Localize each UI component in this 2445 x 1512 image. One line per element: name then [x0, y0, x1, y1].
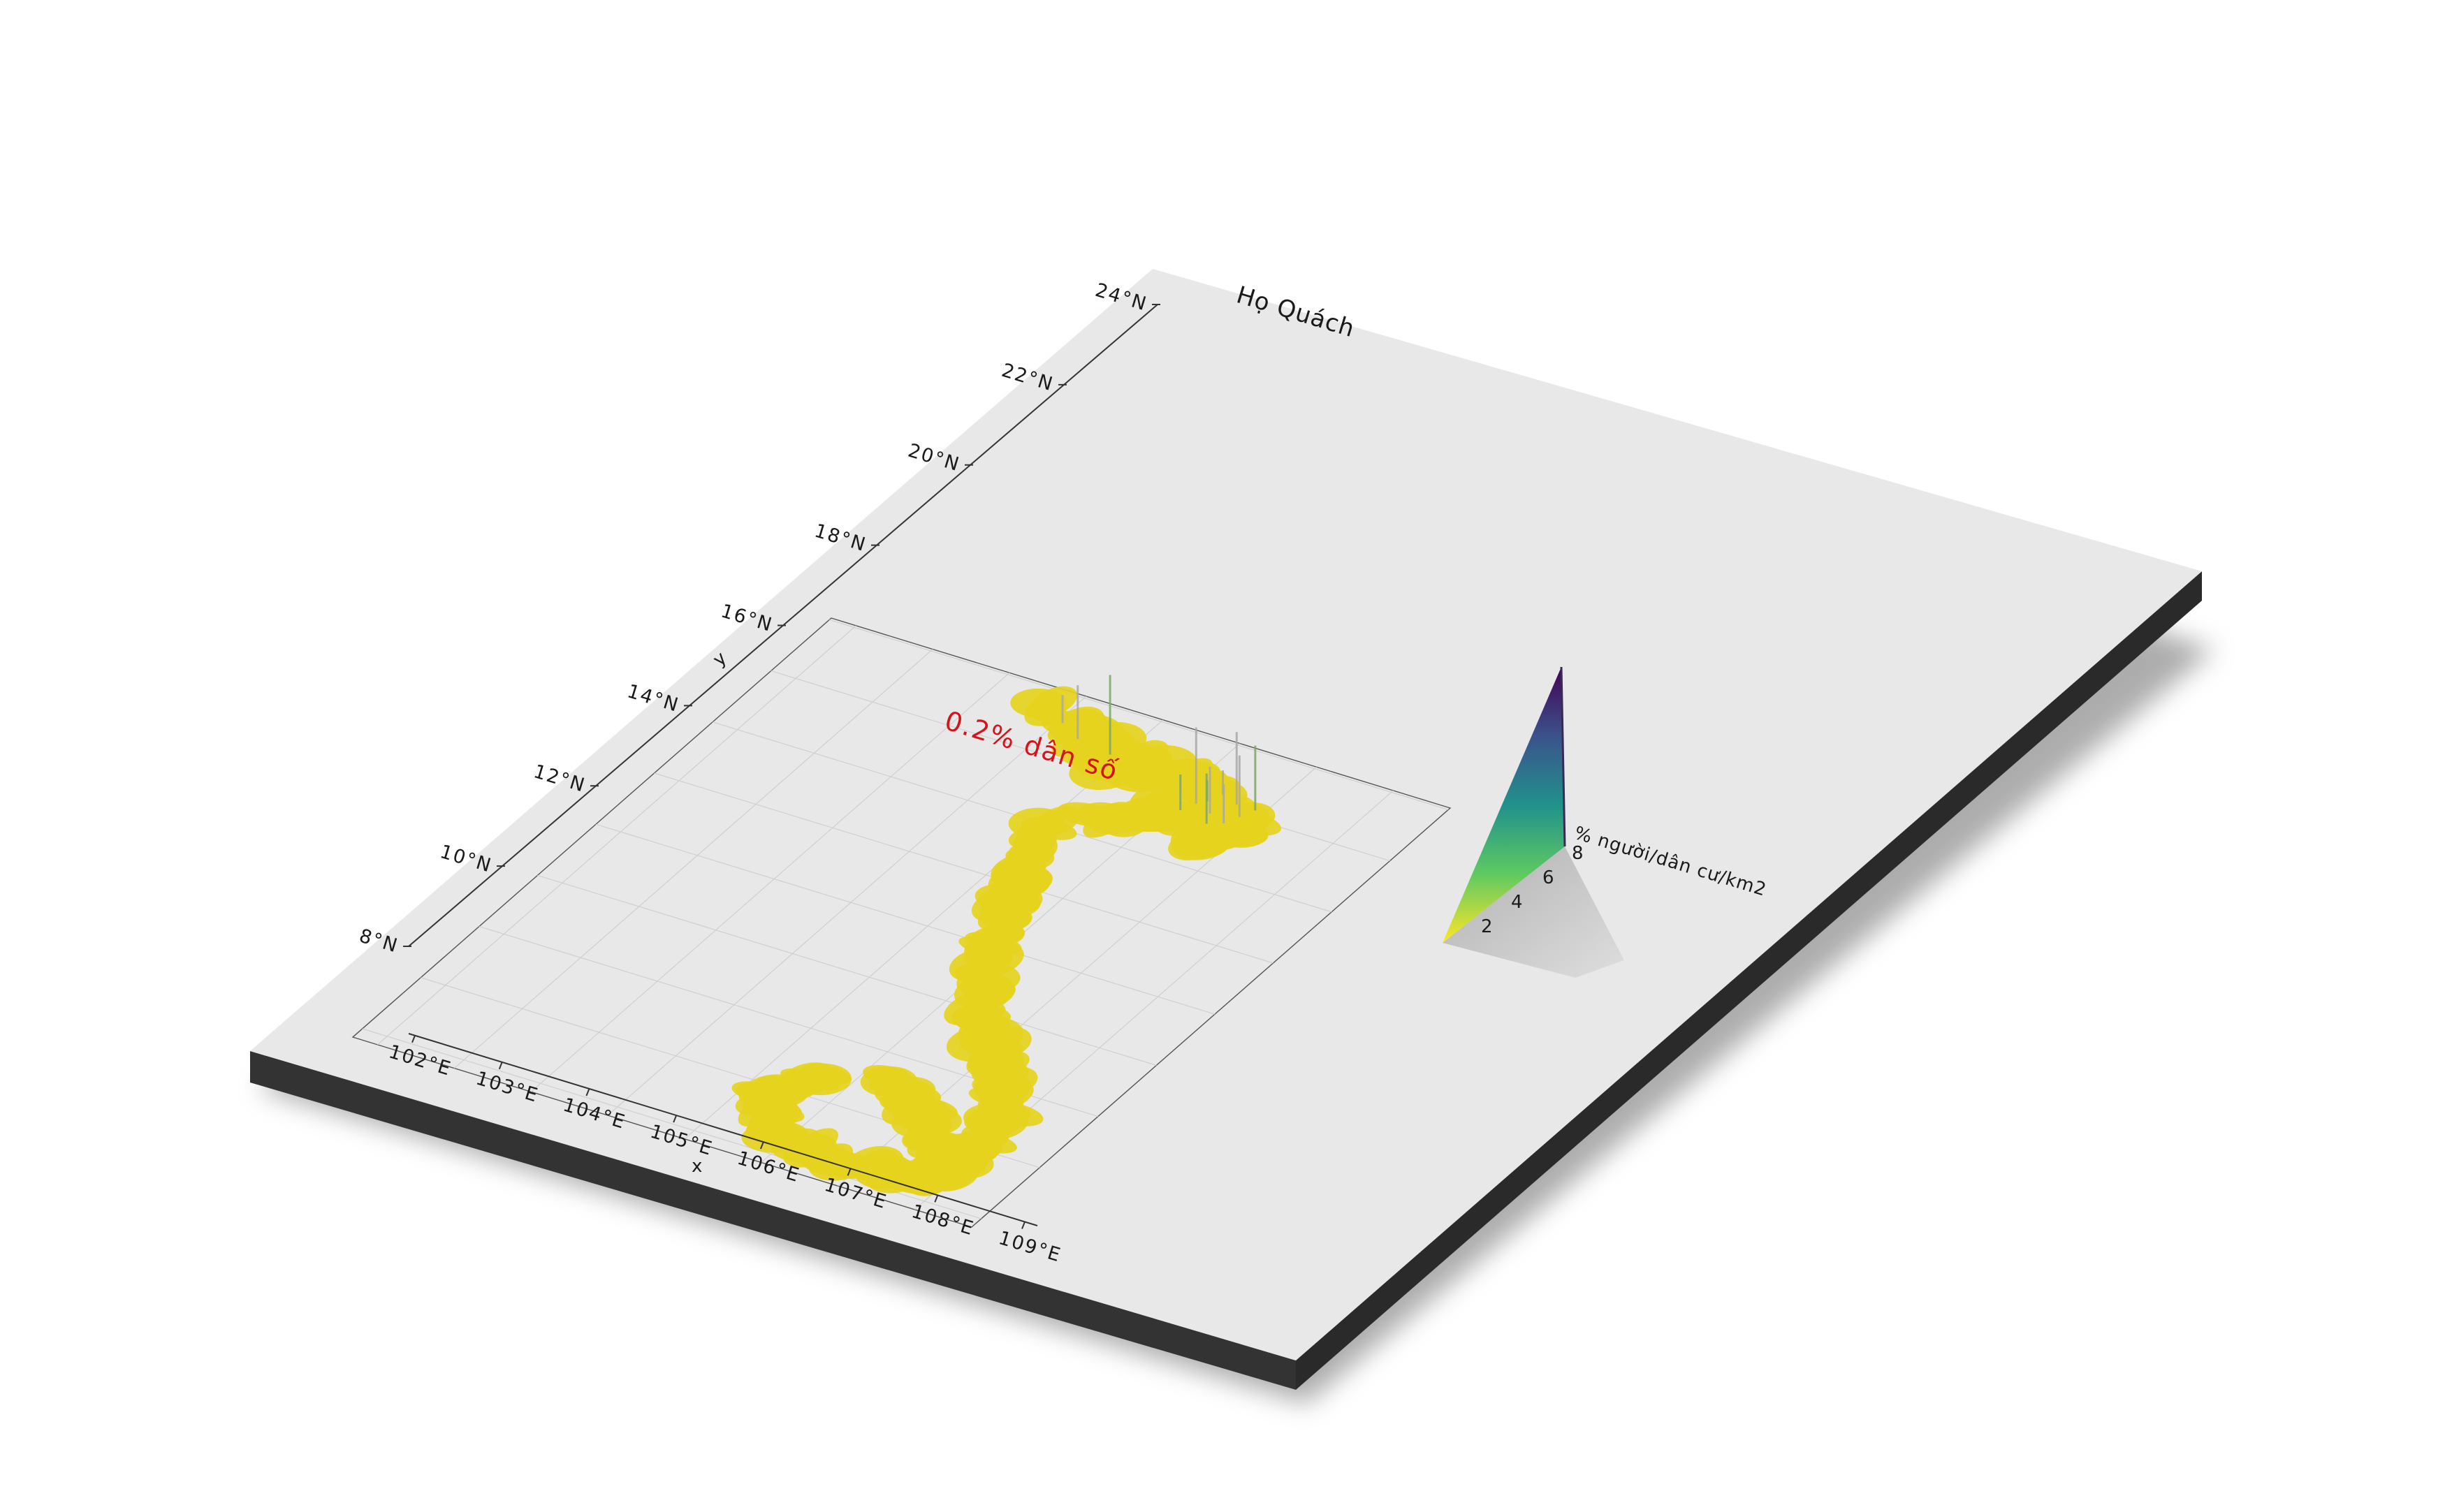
region-patch: [800, 1064, 851, 1085]
legend-tick-2: 2: [1481, 916, 1493, 937]
x-tick-mark: [847, 1168, 852, 1176]
plate-side-right: [1296, 571, 2202, 1390]
region-patch: [1180, 828, 1232, 858]
legend-tick-6: 6: [1542, 867, 1554, 888]
x-tick-mark: [1021, 1221, 1026, 1229]
region-patch: [780, 1068, 840, 1091]
gridline-h: [829, 619, 1449, 810]
x-tick-mark: [498, 1062, 503, 1070]
x-tick-mark: [585, 1088, 590, 1096]
x-axis-title: x: [692, 1156, 702, 1177]
legend-base-face: [1443, 846, 1624, 978]
gridline-v: [607, 696, 1087, 1116]
gridline-v: [684, 719, 1164, 1139]
x-tick-mark: [411, 1035, 416, 1043]
x-tick-mark: [934, 1195, 939, 1203]
legend-tick-8: 8: [1572, 843, 1584, 864]
gridline-v: [377, 625, 857, 1045]
x-axis-line: [408, 1033, 1038, 1226]
gridline-v: [530, 673, 1010, 1092]
legend-tick-4: 4: [1511, 892, 1523, 913]
panel-frame: [351, 617, 1452, 1228]
gridline-h: [595, 823, 1216, 1015]
gridline-h: [537, 874, 1157, 1066]
density-spikes: [1061, 675, 1257, 824]
plate-side-front: [250, 1051, 1296, 1390]
gridline-v: [453, 649, 933, 1069]
x-tick-mark: [673, 1115, 678, 1123]
x-tick-mark: [759, 1141, 764, 1150]
legend-edge: [1560, 666, 1566, 847]
legend-colorbar: [1443, 667, 1565, 943]
gridline-h: [654, 772, 1274, 964]
